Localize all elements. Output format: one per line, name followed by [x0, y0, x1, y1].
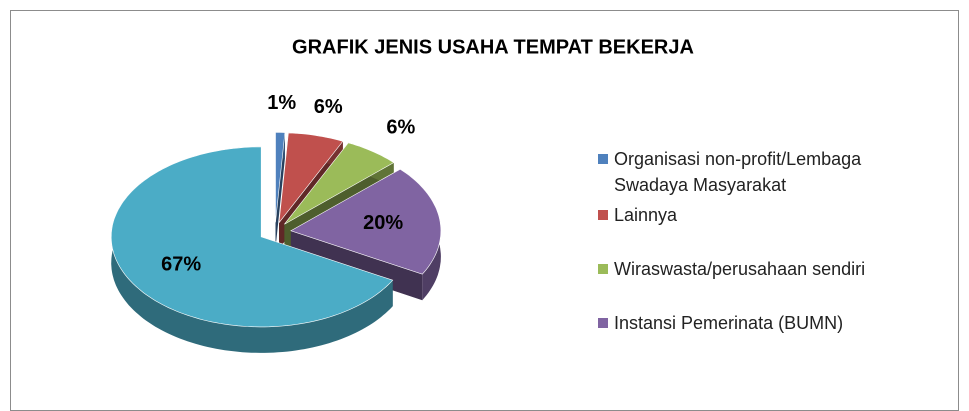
- legend-swatch: [598, 210, 608, 220]
- legend-label: Organisasi non-profit/Lembaga Swadaya Ma…: [614, 149, 862, 195]
- legend: Organisasi non-profit/Lembaga Swadaya Ma…: [594, 118, 924, 336]
- slice: [278, 132, 344, 224]
- legend-swatch: [598, 318, 608, 328]
- data-label: 6%: [314, 96, 343, 118]
- slice: [290, 168, 442, 275]
- legend-label: Wiraswasta/perusahaan sendiri: [614, 259, 866, 279]
- slice: [110, 146, 394, 328]
- legend-item: Wiraswasta/perusahaan sendiri: [594, 256, 924, 282]
- data-label: 1%: [267, 92, 296, 114]
- legend-swatch: [598, 154, 608, 164]
- slice-cut: [275, 132, 285, 249]
- data-label: 6%: [386, 116, 415, 138]
- pie-tops: [110, 132, 442, 328]
- legend-item: Organisasi non-profit/Lembaga Swadaya Ma…: [594, 146, 924, 198]
- legend-item: Lainnya: [594, 202, 924, 228]
- data-label: 20%: [363, 212, 403, 234]
- legend-label: Lainnya: [614, 205, 678, 225]
- slice: [275, 132, 286, 223]
- legend-label: Instansi Pemerinata (BUMN): [614, 313, 844, 333]
- data-label: 67%: [161, 254, 201, 276]
- legend-item: Instansi Pemerinata (BUMN): [594, 310, 924, 336]
- chart-title: GRAFIK JENIS USAHA TEMPAT BEKERJA: [292, 36, 694, 58]
- legend-swatch: [598, 264, 608, 274]
- slice: [284, 142, 395, 225]
